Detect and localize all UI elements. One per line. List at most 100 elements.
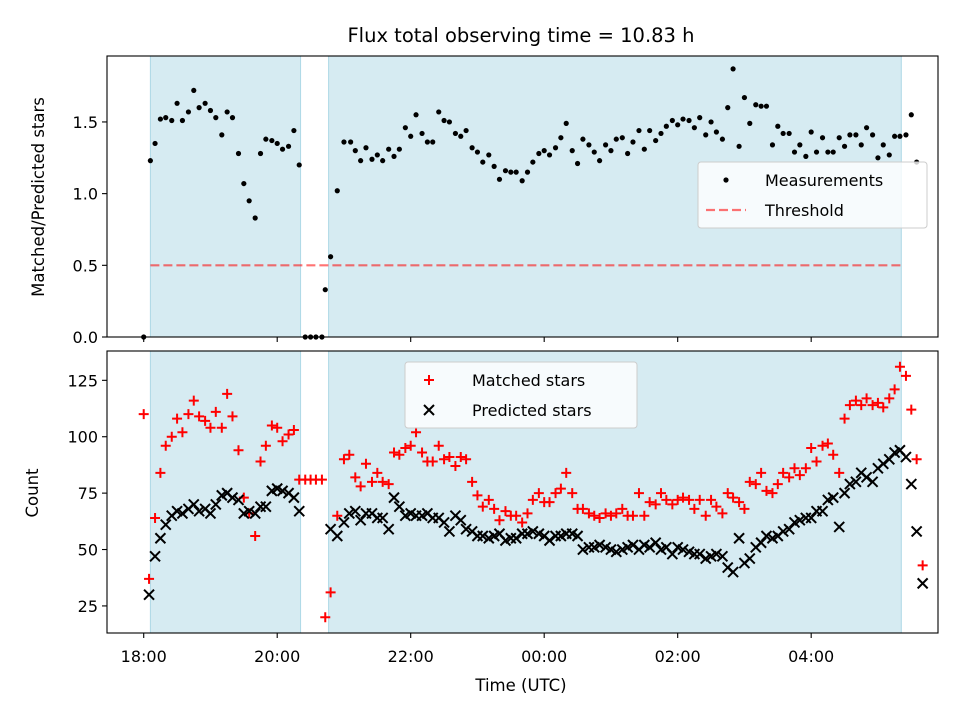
matched-star-point xyxy=(216,422,227,433)
matched-star-point xyxy=(700,510,711,521)
matched-star-point xyxy=(477,501,488,512)
y-axis-label-top: Matched/Predicted stars xyxy=(29,97,48,297)
predicted-star-point xyxy=(716,550,729,563)
matched-star-point xyxy=(794,470,805,481)
measurement-point xyxy=(830,149,836,155)
matched-star-point xyxy=(494,515,505,526)
matched-star-point xyxy=(417,447,428,458)
matched-star-point xyxy=(744,476,755,487)
measurement-point xyxy=(169,117,175,124)
measurement-point xyxy=(213,115,219,121)
matched-star-point xyxy=(200,415,211,426)
matched-star-point xyxy=(144,573,155,584)
matched-star-point xyxy=(844,400,855,411)
predicted-star-point xyxy=(649,537,662,549)
measurement-point xyxy=(491,163,497,169)
matched-star-point xyxy=(850,395,861,406)
matched-star-point xyxy=(166,431,177,442)
matched-star-point xyxy=(911,454,922,465)
y-tick-label: 125 xyxy=(67,371,98,390)
predicted-star-point xyxy=(477,530,489,542)
predicted-star-point xyxy=(733,532,745,544)
matched-star-point xyxy=(188,395,199,406)
measurement-point xyxy=(322,287,328,293)
predicted-star-point xyxy=(860,471,873,484)
predicted-star-point xyxy=(883,453,895,465)
legend-predicted-marker xyxy=(423,404,435,416)
measurement-point xyxy=(803,153,809,159)
predicted-star-point xyxy=(149,550,161,563)
legend: Matched stars Predicted stars xyxy=(404,361,638,429)
matched-star-point xyxy=(800,463,811,474)
measurement-point xyxy=(252,215,258,221)
predicted-star-point xyxy=(260,500,272,513)
matched-star-point xyxy=(717,508,728,519)
matched-star-point xyxy=(906,404,917,415)
predicted-star-point xyxy=(760,530,773,542)
matched-star-point xyxy=(834,467,845,478)
matched-star-point xyxy=(611,508,622,519)
matched-star-point xyxy=(272,422,283,433)
measurement-point xyxy=(463,127,469,134)
measurement-point xyxy=(279,146,286,152)
measurement-point xyxy=(836,135,842,141)
matched-star-point xyxy=(183,409,194,420)
measurement-point xyxy=(546,152,553,158)
predicted-star-point xyxy=(338,516,350,529)
measurement-point xyxy=(653,137,659,144)
legend-label: Measurements xyxy=(765,171,883,190)
predicted-star-point xyxy=(243,505,255,517)
matched-star-point xyxy=(650,499,661,510)
measurement-point xyxy=(886,152,892,158)
measurement-point xyxy=(296,162,302,168)
x-tick-label: 02:00 xyxy=(655,647,701,666)
matched-star-point xyxy=(594,512,605,523)
matched-star-point xyxy=(544,497,555,508)
matched-star-point xyxy=(366,476,377,487)
measurement-point xyxy=(703,132,709,138)
predicted-star-point xyxy=(850,476,862,488)
measurement-point xyxy=(502,168,509,174)
measurement-point xyxy=(769,142,776,148)
predicted-star-point xyxy=(877,458,889,470)
measurement-point xyxy=(496,176,503,182)
predicted-star-point xyxy=(571,530,584,542)
measurement-point xyxy=(328,254,334,260)
predicted-star-point xyxy=(349,505,362,517)
matched-star-point xyxy=(589,510,600,521)
measurement-point xyxy=(892,133,898,139)
measurement-point xyxy=(396,146,402,152)
matched-star-point xyxy=(155,467,166,478)
predicted-star-point xyxy=(232,494,245,506)
measurement-point xyxy=(424,139,430,145)
measurement-point xyxy=(274,140,280,147)
matched-star-point xyxy=(527,494,538,505)
measurement-point xyxy=(552,145,559,151)
matched-star-point xyxy=(900,370,911,381)
x-tick-label: 18:00 xyxy=(121,647,167,666)
y-tick-label: 0.0 xyxy=(73,328,98,347)
measurement-point xyxy=(530,159,536,165)
measurement-point xyxy=(179,117,186,124)
measurement-point xyxy=(147,158,153,164)
matched-star-point xyxy=(678,492,689,503)
matched-star-point xyxy=(222,388,233,399)
predicted-star-point xyxy=(816,505,829,517)
matched-star-point xyxy=(389,447,400,458)
matched-star-point xyxy=(372,467,383,478)
matched-star-point xyxy=(828,449,839,460)
measurement-point xyxy=(586,142,592,148)
matched-star-point xyxy=(661,494,672,505)
measurement-point xyxy=(775,123,781,129)
predicted-star-point xyxy=(176,507,189,520)
measurement-point xyxy=(591,149,597,155)
matched-star-point xyxy=(734,497,745,508)
predicted-star-point xyxy=(777,525,789,538)
matched-star-point xyxy=(500,506,511,517)
measurement-point xyxy=(853,132,859,138)
measurement-point xyxy=(558,135,564,141)
matched-star-point xyxy=(567,488,578,499)
predicted-star-point xyxy=(276,485,289,497)
legend-label: Predicted stars xyxy=(472,401,592,420)
